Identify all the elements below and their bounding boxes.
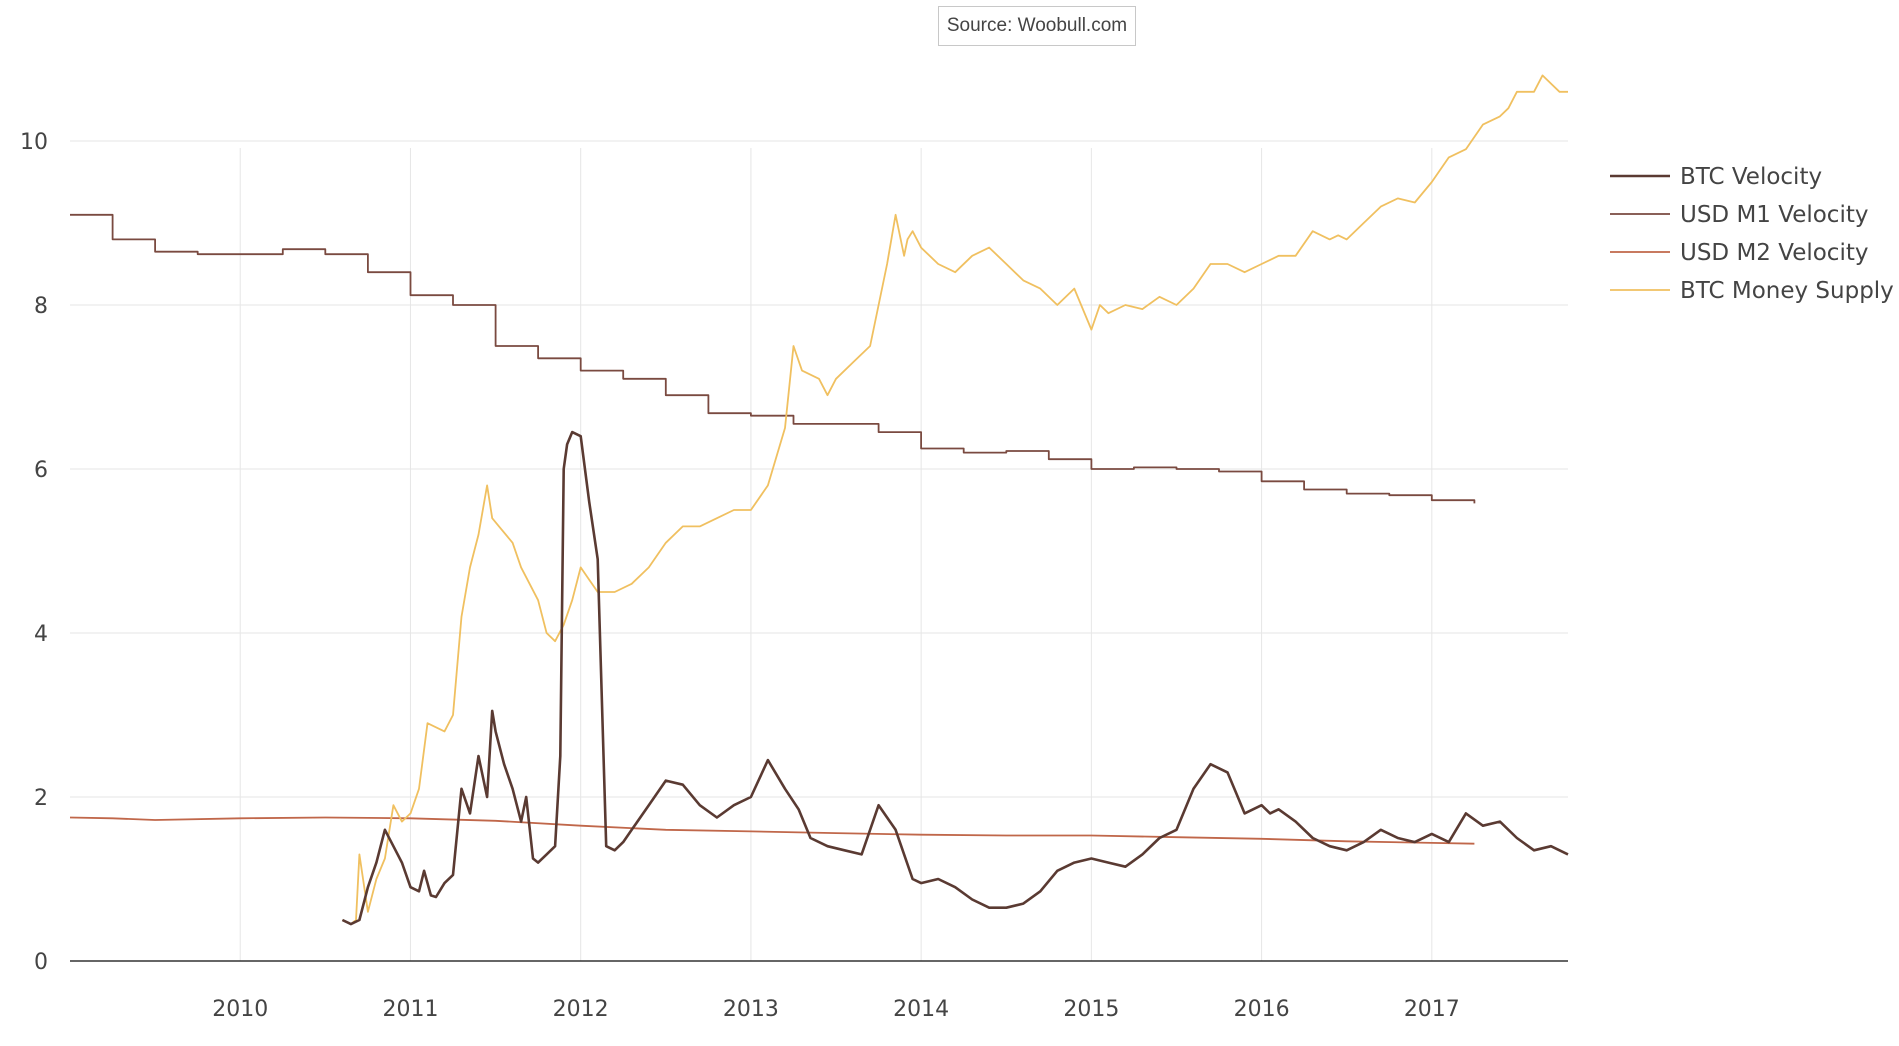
y-tick-label: 4	[34, 622, 48, 647]
axes: 0 2 4 6 8 10 2010 2011 2012 2013 2014 2015 2016 2017	[20, 130, 1568, 1022]
x-tick-label: 2010	[212, 997, 268, 1022]
x-tick-label: 2013	[723, 997, 779, 1022]
series-line-btc-money-supply	[342, 74, 1568, 925]
legend-label-btc-velocity: BTC Velocity	[1680, 164, 1822, 190]
legend-label-usd-m1-velocity: USD M1 Velocity	[1680, 202, 1868, 228]
grid-lines	[70, 140, 1568, 961]
series-line-btc-velocity	[341, 430, 1569, 926]
y-tick-label: 8	[34, 294, 48, 319]
y-tick-label: 6	[34, 458, 48, 483]
x-tick-label: 2017	[1404, 997, 1460, 1022]
x-tick-label: 2012	[553, 997, 609, 1022]
x-tick-label: 2015	[1063, 997, 1119, 1022]
x-tick-label: 2016	[1234, 997, 1290, 1022]
y-tick-label: 10	[20, 130, 48, 155]
legend-label-usd-m2-velocity: USD M2 Velocity	[1680, 240, 1868, 266]
series-line-usd-m2-velocity	[69, 816, 1475, 845]
x-tick-label: 2014	[893, 997, 949, 1022]
x-tick-label: 2011	[382, 997, 438, 1022]
series-line-usd-m1-velocity	[70, 213, 1476, 504]
series-layer	[69, 74, 1569, 926]
source-label: Source: Woobull.com	[938, 6, 1136, 46]
legend: BTC Velocity USD M1 Velocity USD M2 Veloci…	[1610, 164, 1894, 304]
y-tick-label: 2	[34, 786, 48, 811]
legend-label-btc-money-supply: BTC Money Supply	[1680, 278, 1894, 304]
y-tick-label: 0	[34, 950, 48, 975]
